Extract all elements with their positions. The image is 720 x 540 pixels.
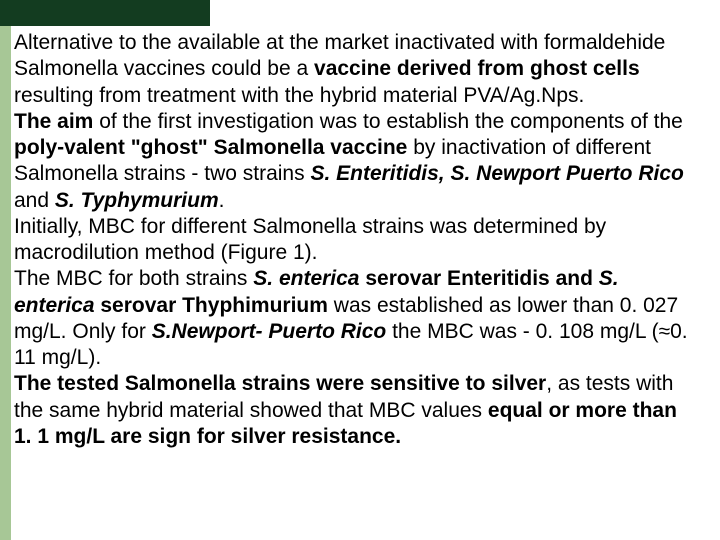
slide: Alternative to the available at the mark… <box>0 0 720 540</box>
text-run-bold: vaccine derived from ghost cells <box>314 57 640 80</box>
text-run-bold-italic: S.Newport- Puerto Rico <box>152 320 387 343</box>
text-run-bold: serovar Thyphimurium <box>95 294 328 317</box>
text-run: . <box>219 189 225 212</box>
text-run-bold: The tested Salmonella strains were sensi… <box>14 372 546 395</box>
text-run: of the first investigation was to establ… <box>93 110 683 133</box>
text-run: and <box>14 189 55 212</box>
text-run-bold-italic: S. enterica <box>253 267 359 290</box>
corner-decor-box <box>0 0 210 26</box>
text-run: Initially, MBC for different Salmonella … <box>14 215 606 264</box>
paragraph-5: The tested Salmonella strains were sensi… <box>14 371 700 450</box>
text-run-bold: The aim <box>14 110 93 133</box>
text-run-bold-italic: S. Enteritidis, S. Newport Puerto Rico <box>310 162 683 185</box>
left-decor-stripe <box>0 26 11 540</box>
paragraph-3: Initially, MBC for different Salmonella … <box>14 214 700 267</box>
body-text: Alternative to the available at the mark… <box>14 30 700 450</box>
paragraph-2: The aim of the first investigation was t… <box>14 109 700 214</box>
text-run: The MBC for both strains <box>14 267 253 290</box>
paragraph-4: The MBC for both strains S. enterica ser… <box>14 266 700 371</box>
paragraph-1: Alternative to the available at the mark… <box>14 30 700 109</box>
text-run-bold: serovar Enteritidis and <box>360 267 599 290</box>
text-run-bold-italic: S. Typhymurium <box>55 189 219 212</box>
text-run: resulting from treatment with the hybrid… <box>14 84 584 107</box>
text-run-bold: poly-valent "ghost" Salmonella vaccine <box>14 136 407 159</box>
